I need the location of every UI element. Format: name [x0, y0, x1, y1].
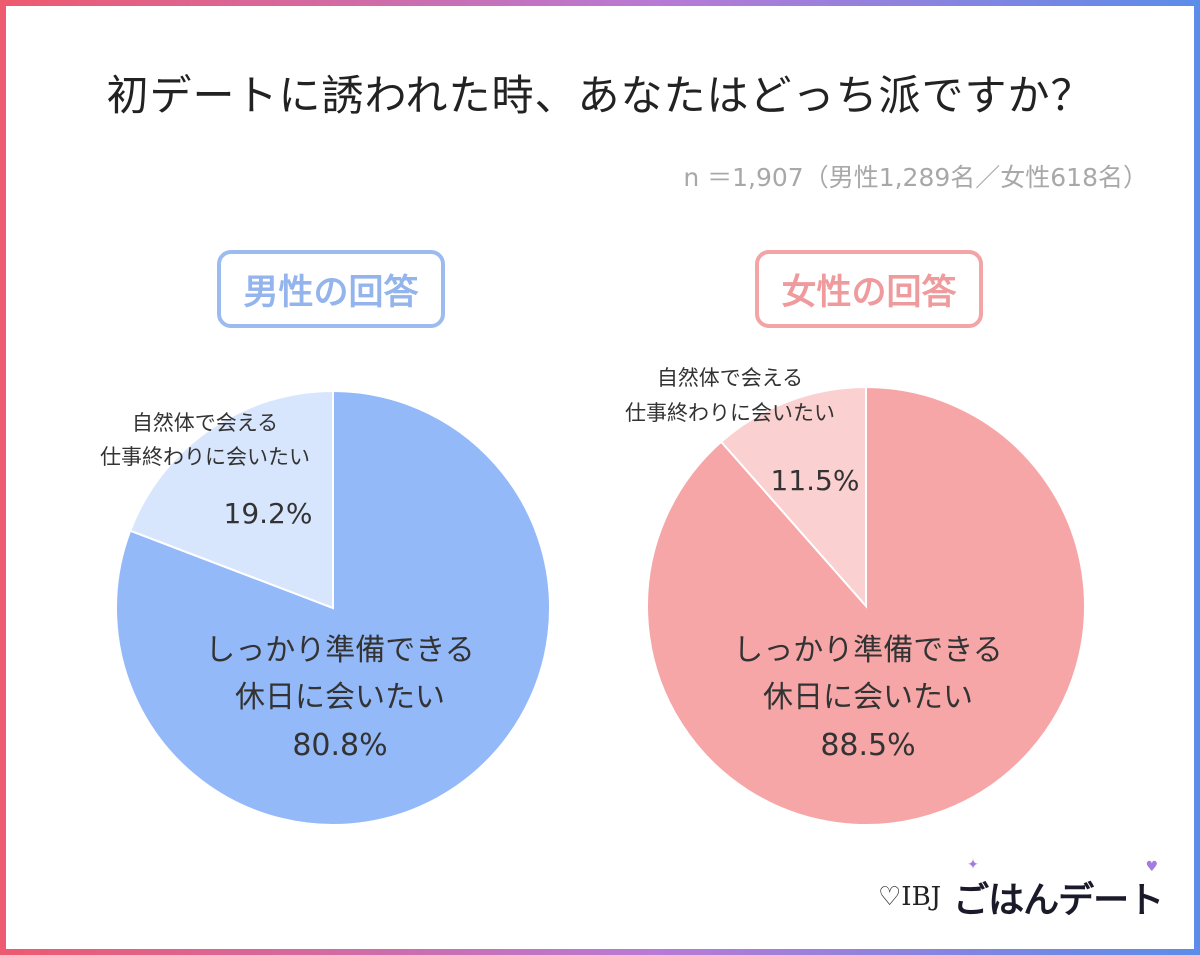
ibj-logo: ♡IBJ — [878, 882, 942, 912]
female-after-work-label-line: 仕事終わりに会いたい — [625, 401, 835, 425]
sample-size-note: n ＝1,907（男性1,289名／女性618名） — [683, 163, 1148, 192]
heart-icon: ♥ — [1145, 859, 1159, 875]
male-weekend-label-line: しっかり準備できる — [205, 633, 474, 668]
male-after-work-label-line: 自然体で会える — [132, 411, 278, 435]
female-weekend-percent: 88.5% — [820, 728, 915, 763]
female-badge: 女性の回答 — [755, 250, 983, 328]
female-slice-after-work — [719, 385, 867, 609]
male-weekend-percent: 80.8% — [292, 728, 387, 763]
male-weekend-label-line: 休日に会いたい — [235, 680, 445, 715]
female-weekend-label-line: しっかり準備できる — [733, 633, 1002, 668]
female-after-work-label-line: 自然体で会える — [657, 366, 803, 390]
brand-logo: ♡IBJ ✦ ♥ ごはんデート — [878, 857, 1164, 923]
sparkle-icon: ✦ — [967, 857, 979, 873]
female-after-work-percent: 11.5% — [771, 464, 860, 497]
brand-text: ごはんデート — [953, 880, 1164, 921]
page-title: 初デートに誘われた時、あなたはどっち派ですか？ — [106, 71, 1094, 120]
male-after-work-percent: 19.2% — [224, 497, 313, 530]
male-badge: 男性の回答 — [217, 250, 445, 328]
male-after-work-label-line: 仕事終わりに会いたい — [100, 445, 310, 469]
male-slice-after-work — [128, 389, 334, 610]
female-weekend-label-line: 休日に会いたい — [763, 680, 973, 715]
gohan-date-logo: ✦ ♥ ごはんデート — [953, 857, 1164, 923]
